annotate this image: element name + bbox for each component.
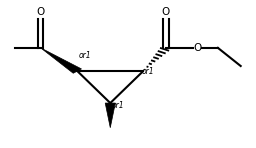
Text: or1: or1 (79, 51, 91, 60)
Text: O: O (162, 7, 170, 17)
Text: O: O (37, 7, 45, 17)
Polygon shape (41, 48, 81, 73)
Polygon shape (105, 103, 115, 128)
Text: or1: or1 (142, 67, 155, 77)
Text: O: O (194, 43, 202, 53)
Text: or1: or1 (112, 101, 124, 110)
